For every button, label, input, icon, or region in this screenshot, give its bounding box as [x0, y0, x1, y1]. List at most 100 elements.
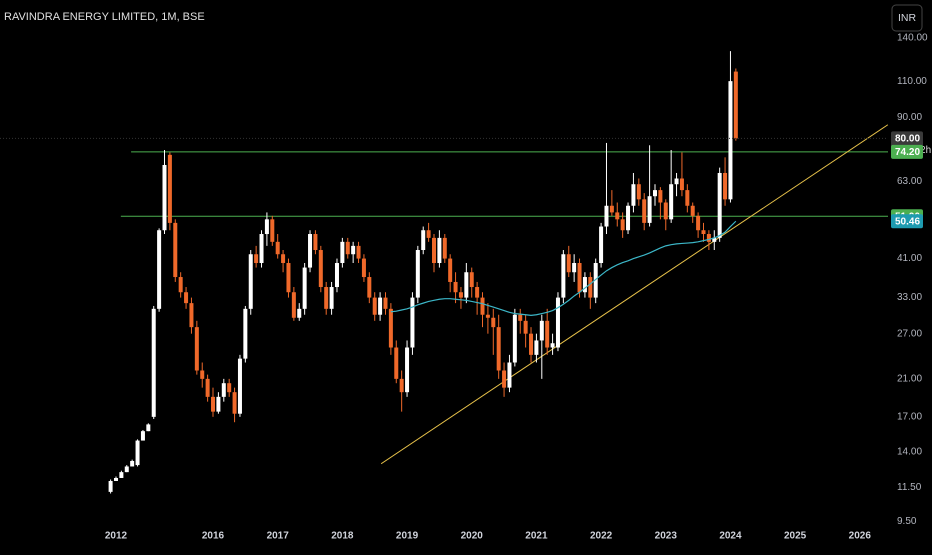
candle-body: [194, 327, 199, 371]
candle-body: [647, 196, 652, 223]
candle-body: [437, 237, 442, 264]
y-tick-label: 21.00: [897, 374, 922, 385]
candle-body: [690, 205, 695, 216]
candle-body: [609, 205, 614, 213]
x-tick-label: 2026: [849, 531, 872, 542]
candle-body: [588, 277, 593, 298]
candle-body: [523, 320, 528, 334]
candle-body: [728, 81, 733, 200]
candle-body: [631, 184, 636, 206]
candle-body: [227, 383, 232, 393]
candle-body: [529, 333, 534, 355]
moving-average: [390, 220, 737, 316]
candle-body: [302, 267, 307, 309]
trendline: [380, 124, 889, 465]
candle-body: [394, 347, 399, 379]
y-tick-label: 140.00: [897, 32, 928, 43]
candle-body: [507, 362, 512, 388]
candle-body: [378, 297, 383, 315]
candle-body: [717, 172, 722, 238]
candle-body: [221, 383, 226, 397]
hline-label: 74.20: [895, 147, 920, 158]
candle-body: [512, 314, 517, 363]
y-tick-label: 17.00: [897, 411, 922, 422]
x-tick-label: 2025: [784, 531, 807, 542]
candle-body: [372, 297, 377, 315]
x-tick-label: 2020: [461, 531, 484, 542]
y-tick-label: 33.00: [897, 292, 922, 303]
candle-body: [561, 254, 566, 298]
x-tick-label: 2012: [105, 531, 128, 542]
y-tick-label: 90.00: [897, 112, 922, 123]
candle-body: [480, 297, 485, 315]
candle-body: [281, 254, 286, 264]
candle-body: [485, 314, 490, 318]
candle-body: [679, 178, 684, 191]
candle-body: [604, 205, 609, 227]
candle-body: [550, 343, 555, 348]
candle-body: [399, 378, 404, 393]
candle-body: [696, 215, 701, 231]
candle-body: [243, 308, 248, 359]
candle-body: [712, 237, 717, 242]
chart-title: RAVINDRA ENERGY LIMITED, 1M, BSE: [4, 11, 205, 23]
candle-body: [464, 272, 469, 298]
x-tick-label: 2018: [331, 531, 354, 542]
candle-body: [313, 234, 318, 251]
x-tick-label: 2021: [525, 531, 548, 542]
candle-body: [502, 370, 507, 388]
x-tick-label: 2019: [396, 531, 419, 542]
candle-body: [254, 254, 259, 264]
candle-body: [432, 237, 436, 264]
candle-body: [162, 164, 167, 231]
candle-body: [572, 263, 577, 273]
y-tick-label: 41.00: [897, 253, 922, 264]
candle-body: [200, 370, 205, 379]
x-tick-label: 2016: [202, 531, 225, 542]
candle-body: [442, 237, 447, 259]
candle-body: [130, 460, 135, 467]
candle-body: [723, 172, 728, 200]
candle-body: [539, 320, 544, 341]
candle-body: [518, 314, 523, 321]
candle-body: [367, 277, 372, 298]
x-tick-label: 2023: [655, 531, 678, 542]
candle-body: [308, 234, 313, 268]
currency-button[interactable]: [891, 4, 923, 32]
candle-body: [405, 347, 410, 393]
candle-body: [566, 254, 571, 273]
candle-body: [211, 396, 216, 412]
candle-body: [345, 241, 350, 255]
ma-label-bg: [891, 214, 923, 229]
candle-body: [669, 184, 674, 220]
candle-body: [685, 190, 690, 206]
candle-body: [189, 303, 194, 328]
candle-body: [297, 308, 302, 318]
candle-body: [415, 250, 420, 298]
hline-label-bg: [891, 144, 923, 159]
candle-body: [291, 292, 296, 318]
candle-body: [388, 308, 393, 348]
candle-body: [620, 219, 625, 231]
candle-body: [157, 230, 162, 309]
candle-body: [626, 205, 631, 231]
y-tick-label: 11.50: [897, 482, 922, 493]
candle-body: [184, 292, 189, 304]
candle-body: [469, 272, 474, 288]
candle-body: [582, 277, 587, 293]
candle-body: [334, 263, 339, 288]
candle-body: [275, 241, 280, 255]
candle-body: [135, 440, 140, 466]
candle-body: [599, 226, 604, 264]
candle-body: [361, 258, 366, 278]
candle-body: [205, 378, 210, 397]
currency-label[interactable]: INR: [898, 12, 917, 24]
y-tick-label: 9.50: [897, 516, 917, 527]
candle-body: [108, 480, 113, 492]
ma-label: 50.46: [895, 216, 920, 227]
candle-body: [615, 212, 620, 220]
candle-body: [491, 317, 496, 328]
candle-body: [259, 234, 264, 264]
candle-body: [340, 241, 345, 264]
